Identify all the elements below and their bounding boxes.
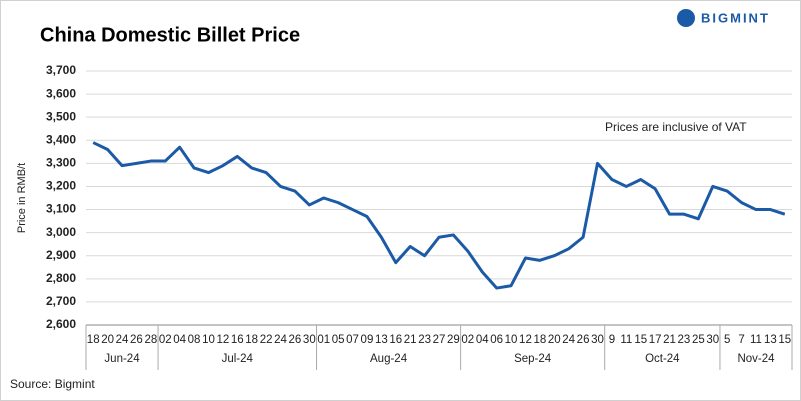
x-tick-label: 21 [663,334,676,346]
x-tick-label: 11 [620,334,632,346]
x-tick-label: 18 [87,334,100,346]
x-tick-label: 08 [188,334,201,346]
x-tick-label: 10 [202,334,215,346]
x-tick-label: 30 [706,334,719,346]
x-tick-label: 05 [332,334,345,346]
x-tick-label: 24 [562,334,575,346]
y-tick-label: 2,800 [46,271,76,285]
x-tick-label: 21 [404,334,417,346]
x-tick-label: 06 [490,334,503,346]
x-tick-label: 30 [591,334,604,346]
source: Source: Bigmint [10,377,95,391]
month-label: Jun-24 [104,353,140,365]
y-tick-label: 3,600 [46,86,76,100]
x-tick-label: 26 [577,334,590,346]
x-tick-label: 7 [738,334,744,346]
month-label: Nov-24 [737,353,775,365]
logo: BIGMINT [677,9,770,27]
y-tick-label: 2,900 [46,248,76,262]
x-tick-label: 15 [778,334,791,346]
y-tick-label: 2,700 [46,294,76,308]
x-tick-label: 01 [317,334,330,346]
y-tick-label: 3,500 [46,109,76,123]
x-tick-label: 13 [375,334,388,346]
x-tick-label: 26 [289,334,302,346]
y-tick-label: 3,100 [46,202,76,216]
x-tick-label: 16 [231,334,244,346]
x-tick-label: 18 [245,334,258,346]
month-label: Sep-24 [514,353,552,365]
x-tick-label: 09 [361,334,374,346]
y-tick-label: 2,600 [46,317,76,331]
x-tick-label: 22 [260,334,273,346]
x-tick-label: 07 [346,334,359,346]
x-tick-label: 23 [418,334,431,346]
x-tick-label: 18 [533,334,546,346]
y-tick-label: 3,300 [46,156,76,170]
y-tick-label: 3,000 [46,225,76,239]
x-tick-label: 26 [130,334,143,346]
brand: BIGMINT [701,10,770,25]
x-tick-label: 02 [159,334,172,346]
x-tick-label: 9 [609,334,615,346]
y-tick-label: 3,200 [46,179,76,193]
x-tick-label: 15 [634,334,647,346]
x-tick-label: 12 [216,334,229,346]
x-tick-label: 12 [519,334,532,346]
x-tick-label: 25 [692,334,705,346]
x-tick-label: 24 [116,334,129,346]
x-tick-label: 17 [649,334,662,346]
x-tick-label: 02 [461,334,474,346]
x-tick-label: 20 [548,334,561,346]
x-tick-label: 04 [173,334,186,346]
x-tick-label: 24 [274,334,287,346]
x-tick-label: 27 [433,334,446,346]
x-tick-label: 30 [303,334,316,346]
price-line [92,141,786,290]
x-tick-label: 20 [101,334,114,346]
chart-title: China Domestic Billet Price [40,24,300,46]
x-tick-label: 10 [505,334,518,346]
x-tick-label: 29 [447,334,460,346]
y-tick-label: 3,700 [46,63,76,77]
month-label: Jul-24 [222,353,254,365]
x-tick-label: 13 [764,334,777,346]
x-tick-label: 11 [750,334,762,346]
logo-icon [677,9,695,27]
y-tick-label: 3,400 [46,132,76,146]
x-tick-label: 23 [678,334,691,346]
month-label: Oct-24 [645,353,680,365]
x-tick-label: 5 [724,334,730,346]
annotation: Prices are inclusive of VAT [605,120,747,134]
month-label: Aug-24 [370,353,408,365]
y-axis-label: Price in RMB/t [16,163,28,233]
x-tick-label: 04 [476,334,489,346]
x-tick-label: 16 [389,334,402,346]
x-tick-label: 28 [144,334,157,346]
